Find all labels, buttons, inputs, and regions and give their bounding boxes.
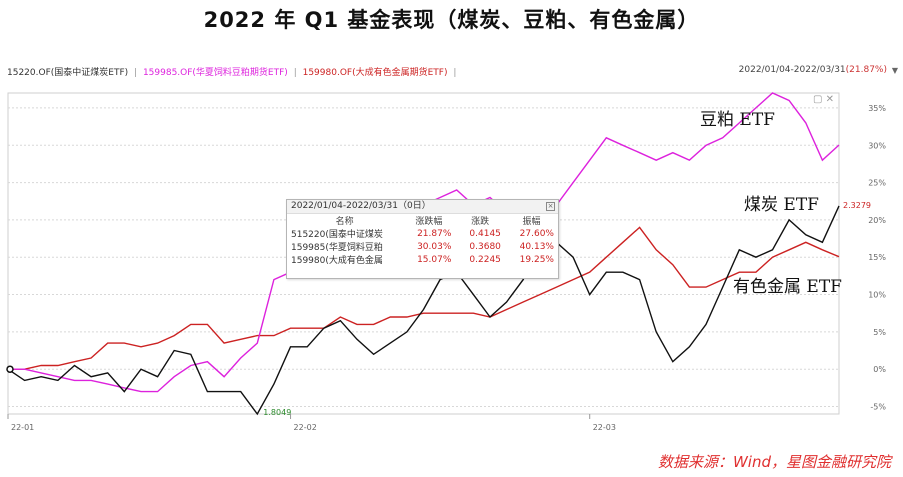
annotation-soybean: 豆粕 ETF: [700, 110, 775, 130]
tooltip-col-amp: 振幅: [522, 217, 541, 227]
tooltip-close-icon[interactable]: ×: [546, 202, 555, 211]
x-tick-label: 22-01: [11, 423, 34, 432]
tooltip-header-row: 名称 涨跌幅 涨跌 振幅: [287, 214, 558, 227]
table-row: 159980(大成有色金属 15.07% 0.2245 19.25%: [287, 253, 558, 267]
tooltip-cell-amp: 27.60%: [519, 228, 554, 239]
date-range-text: 2022/01/04-2022/03/31: [738, 65, 846, 75]
tooltip-cell-amp: 19.25%: [519, 254, 554, 265]
legend-item-metal[interactable]: 159980.OF(大成有色金属期货ETF): [302, 68, 448, 78]
y-tick-label: -5%: [870, 403, 886, 412]
annotation-coal: 煤炭 ETF: [744, 195, 819, 215]
table-row: 515220(国泰中证煤炭 21.87% 0.4145 27.60%: [287, 227, 558, 241]
y-axis-ticks: 35% 30% 25% 20% 15% 10% 5% 0% -5%: [868, 104, 886, 412]
close-icon[interactable]: ✕: [825, 94, 835, 105]
tooltip-table: 名称 涨跌幅 涨跌 振幅 515220(国泰中证煤炭 21.87% 0.4145…: [287, 214, 558, 266]
max-point-label: 2.3279: [843, 201, 871, 210]
page-title: 2022 年 Q1 基金表现（煤炭、豆粕、有色金属）: [203, 8, 700, 32]
y-tick-label: 5%: [873, 328, 886, 337]
y-tick-label: 30%: [868, 141, 886, 150]
tooltip-cell-chg: 0.2245: [469, 254, 501, 265]
tooltip-cell-pct: 15.07%: [417, 254, 452, 265]
data-source-note: 数据来源：Wind，星图金融研究院: [657, 453, 891, 471]
y-tick-label: 35%: [868, 104, 886, 113]
tooltip-col-chg: 涨跌: [471, 217, 490, 227]
x-tick-label: 22-03: [593, 423, 616, 432]
tooltip-cell-name: 159985(华夏饲料豆粕: [291, 243, 383, 253]
tooltip-date-range: 2022/01/04-2022/03/31（0日）: [291, 201, 431, 211]
y-tick-label: 0%: [873, 365, 886, 374]
series-line-0: [7, 205, 840, 416]
legend-separator: |: [453, 68, 457, 78]
point-labels: 1.8049 2.3279: [263, 201, 871, 417]
series-line-2: [8, 226, 840, 370]
tooltip-cell-chg: 0.3680: [469, 241, 501, 252]
chart-window-controls: ▢ ✕: [813, 94, 834, 105]
date-range-pct: (21.87%): [845, 65, 887, 75]
date-range-label[interactable]: 2022/01/04-2022/03/31(21.87%): [739, 65, 887, 75]
start-marker: [6, 365, 14, 373]
min-point-label: 1.8049: [263, 408, 291, 417]
y-tick-label: 20%: [868, 216, 886, 225]
tooltip-cell-pct: 30.03%: [417, 241, 452, 252]
annotation-metal: 有色金属 ETF: [733, 277, 842, 297]
y-tick-label: 15%: [868, 253, 886, 262]
tooltip-col-name: 名称: [335, 217, 354, 227]
dropdown-arrow-icon[interactable]: ▼: [891, 66, 898, 75]
y-tick-label: 10%: [868, 291, 886, 300]
tooltip-col-pct: 涨跌幅: [415, 217, 443, 227]
x-axis-ticks: 22-01 22-02 22-03: [7, 414, 616, 432]
legend-item-coal[interactable]: 15220.OF(国泰中证煤炭ETF): [7, 68, 129, 78]
tooltip-cell-pct: 21.87%: [417, 228, 452, 239]
legend-item-soybean[interactable]: 159985.OF(华夏饲料豆粕期货ETF): [142, 68, 288, 78]
legend-separator: |: [134, 68, 138, 78]
tooltip-header: 2022/01/04-2022/03/31（0日） ×: [287, 200, 558, 214]
legend-separator: |: [293, 68, 297, 78]
table-row: 159985(华夏饲料豆粕 30.03% 0.3680 40.13%: [287, 240, 558, 254]
x-tick-label: 22-02: [294, 423, 317, 432]
tooltip-cell-amp: 40.13%: [519, 241, 554, 252]
tooltip-cell-chg: 0.4145: [469, 228, 501, 239]
y-tick-label: 25%: [868, 179, 886, 188]
maximize-icon[interactable]: ▢: [813, 94, 823, 105]
tooltip-cell-name: 159980(大成有色金属: [291, 256, 383, 266]
tooltip-cell-name: 515220(国泰中证煤炭: [291, 230, 383, 240]
data-tooltip: 2022/01/04-2022/03/31（0日） × 名称 涨跌幅 涨跌 振幅…: [286, 199, 559, 279]
series-legend-bar: 15220.OF(国泰中证煤炭ETF) | 159985.OF(华夏饲料豆粕期货…: [7, 65, 459, 78]
